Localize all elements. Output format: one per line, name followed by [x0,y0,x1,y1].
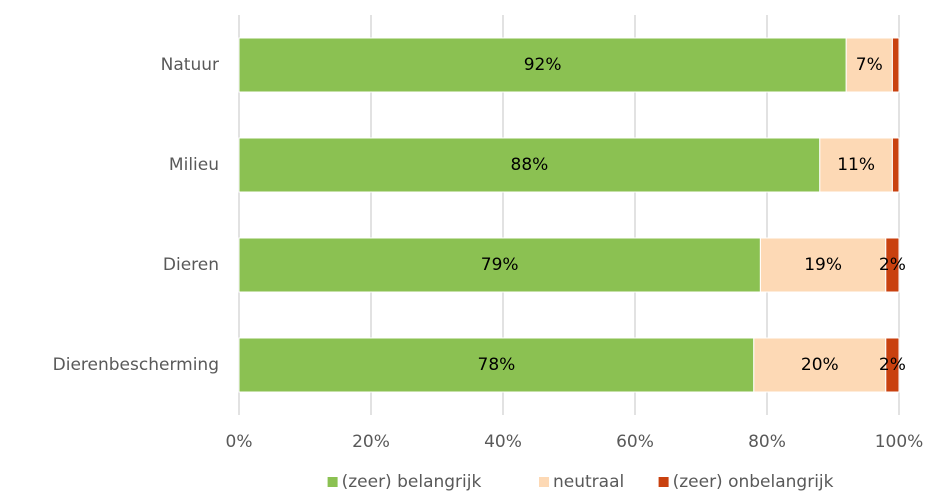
x-tick-label: 80% [748,432,786,452]
bar-segment [238,137,821,193]
legend-swatch [539,477,549,487]
data-label: 11% [837,155,875,175]
data-label: 20% [801,355,839,375]
x-tick-label: 100% [875,432,924,452]
bar-segment [891,137,900,193]
y-tick-label: Dieren [163,255,219,275]
bar-segment [238,37,847,93]
x-tick-label: 40% [484,432,522,452]
y-tick-label: Milieu [169,155,219,175]
bar-segment [238,337,755,393]
bar-segment [885,337,900,393]
data-label: 78% [478,355,516,375]
x-tick-label: 60% [616,432,654,452]
x-tick-label: 20% [352,432,390,452]
y-tick-label: Dierenbescherming [53,355,219,375]
bar-segment [238,237,761,293]
legend-label: (zeer) belangrijk [342,472,482,492]
data-label: 19% [804,255,842,275]
bar-segment [753,337,887,393]
data-label: 92% [524,55,562,75]
bar-segment [819,137,893,193]
legend-label: (zeer) onbelangrijk [673,472,834,492]
bar-segment [891,37,900,93]
data-label: 88% [511,155,549,175]
y-tick-label: Natuur [161,55,219,75]
data-label: 2% [879,255,906,275]
bar-segment [885,237,900,293]
data-label: 7% [856,55,883,75]
legend-swatch [658,477,669,487]
data-label: 2% [879,355,906,375]
bar-segment [759,237,887,293]
data-label: 79% [481,255,519,275]
legend-label: neutraal [553,472,624,492]
x-tick-label: 0% [226,432,253,452]
legend-swatch [327,477,338,487]
